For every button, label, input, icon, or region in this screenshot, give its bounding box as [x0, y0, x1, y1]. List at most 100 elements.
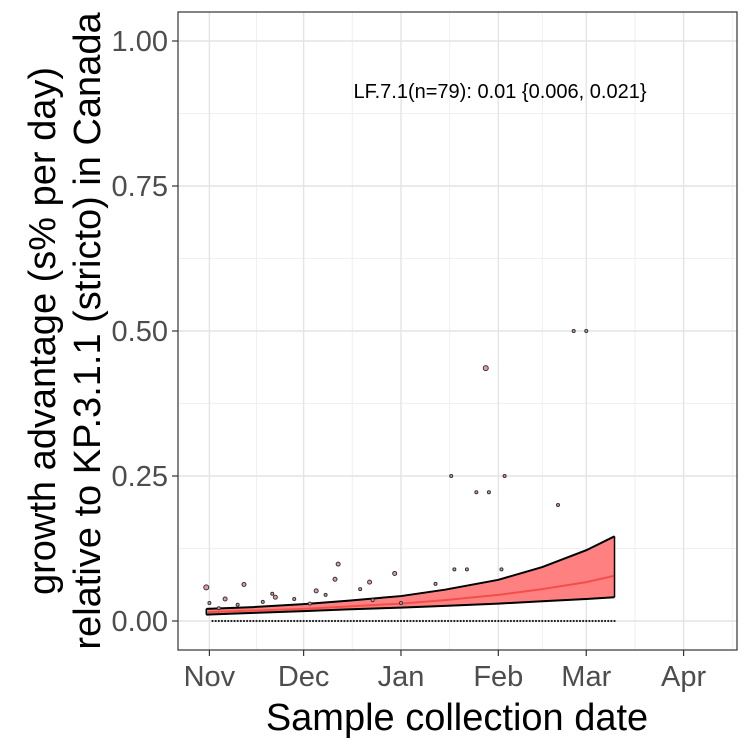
zero-point — [245, 619, 249, 623]
zero-point — [446, 619, 450, 623]
zero-point — [434, 619, 437, 623]
zero-point — [359, 619, 362, 623]
zero-point — [318, 619, 321, 623]
zero-point — [302, 619, 305, 623]
y-axis-title-line1: growth advantage (s% per day) — [22, 67, 64, 595]
zero-point — [412, 619, 415, 623]
zero-point — [362, 619, 365, 623]
zero-point — [490, 619, 494, 623]
data-point — [433, 581, 438, 586]
zero-point — [421, 619, 425, 623]
zero-point — [487, 619, 491, 623]
zero-point — [588, 619, 591, 623]
zero-point — [396, 619, 399, 623]
zero-point — [305, 619, 308, 623]
zero-point — [249, 619, 252, 623]
data-point — [482, 365, 489, 372]
data-point — [203, 584, 210, 591]
zero-point — [456, 619, 459, 623]
zero-point — [239, 619, 242, 623]
zero-point — [220, 619, 224, 623]
data-point — [486, 490, 491, 495]
zero-point — [594, 619, 597, 623]
zero-point — [481, 619, 484, 623]
zero-point — [440, 619, 443, 623]
zero-point — [497, 619, 500, 623]
zero-point — [450, 619, 453, 623]
zero-point — [352, 619, 355, 623]
zero-point — [506, 619, 509, 623]
zero-point — [211, 619, 214, 623]
zero-point — [538, 619, 541, 623]
y-tick-label: 0.50 — [112, 316, 168, 348]
data-point — [332, 576, 338, 582]
zero-point — [600, 619, 604, 623]
zero-point — [597, 619, 600, 623]
data-point — [499, 567, 504, 572]
zero-point — [503, 619, 506, 623]
zero-point — [286, 619, 290, 623]
zero-point — [330, 619, 333, 623]
zero-point — [443, 619, 447, 623]
zero-point — [264, 619, 268, 623]
data-point — [452, 567, 457, 572]
zero-point — [418, 619, 421, 623]
zero-point — [604, 619, 607, 623]
zero-point — [472, 619, 475, 623]
zero-point — [230, 619, 233, 623]
zero-point — [403, 619, 406, 623]
zero-point — [547, 619, 550, 623]
zero-point — [569, 619, 572, 623]
zero-point — [293, 619, 296, 623]
data-point — [464, 567, 469, 572]
zero-point — [613, 619, 616, 623]
x-tick-label: Dec — [278, 661, 330, 693]
zero-point — [217, 619, 220, 623]
zero-point — [340, 619, 343, 623]
data-point — [241, 581, 247, 587]
zero-point — [258, 619, 261, 623]
points-layer — [203, 329, 616, 623]
zero-point — [431, 619, 434, 623]
zero-point — [349, 619, 352, 623]
zero-point — [575, 619, 578, 623]
zero-point — [475, 619, 478, 623]
zero-point — [371, 619, 374, 623]
fit-line — [206, 574, 615, 614]
zero-point — [324, 619, 327, 623]
y-tick-label: 0.75 — [112, 171, 168, 203]
zero-point — [214, 619, 217, 623]
x-tick-label: Nov — [184, 661, 236, 693]
data-point — [335, 561, 341, 567]
data-point — [272, 594, 278, 600]
y-axis: 0.00 0.25 0.50 0.75 1.00 — [112, 26, 178, 638]
data-point — [474, 490, 479, 495]
zero-point — [415, 619, 418, 623]
x-tick-label: Jan — [378, 661, 425, 693]
zero-point — [428, 619, 431, 623]
zero-point — [528, 619, 531, 623]
zero-point — [591, 619, 594, 623]
x-axis-title: Sample collection date — [266, 697, 648, 739]
zero-point — [327, 619, 330, 623]
y-axis-title-line2: relative to KP.3.1.1 (stricto) in Canada — [67, 12, 109, 650]
zero-point — [224, 619, 227, 623]
x-axis: Nov Dec Jan Feb Mar Apr — [184, 650, 707, 693]
zero-point — [333, 619, 337, 623]
fit-annotation: LF.7.1(n=79): 0.01 {0.006, 0.021} — [353, 81, 646, 103]
zero-point — [519, 619, 522, 623]
zero-point — [468, 619, 472, 623]
data-point — [370, 598, 375, 603]
zero-point — [453, 619, 456, 623]
zero-point — [556, 619, 560, 623]
zero-point — [296, 619, 299, 623]
zero-point — [522, 619, 525, 623]
zero-point — [337, 619, 340, 623]
zero-point — [365, 619, 368, 623]
zero-point — [255, 619, 258, 623]
zero-point — [236, 619, 239, 623]
data-point — [270, 591, 275, 596]
zero-point — [233, 619, 236, 623]
